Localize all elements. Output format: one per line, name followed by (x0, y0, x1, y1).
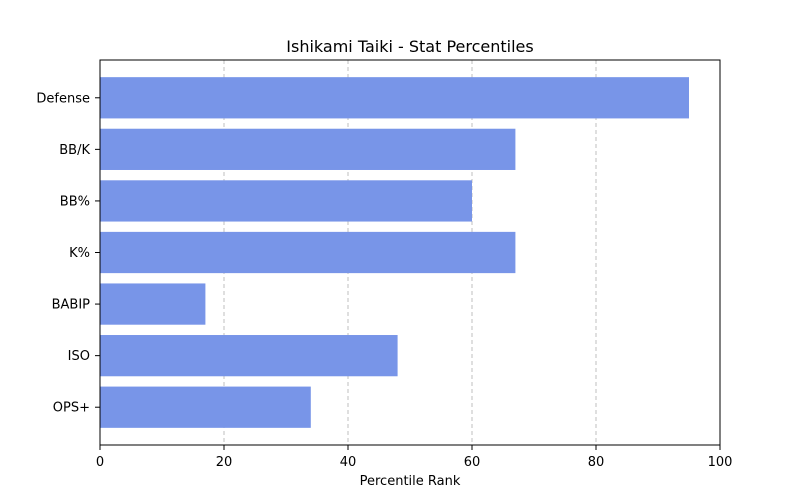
x-axis-ticks: 0 20 40 60 80 100 (96, 445, 733, 470)
bars (100, 77, 689, 428)
x-tick-label-3: 60 (464, 455, 481, 470)
y-tick-label-0: Defense (36, 91, 90, 106)
y-tick-label-3: K% (69, 246, 90, 261)
bar-4 (100, 283, 206, 325)
y-tick-label-5: ISO (68, 349, 90, 364)
x-axis-label: Percentile Rank (360, 474, 461, 489)
bar-0 (100, 77, 689, 119)
x-tick-label-0: 0 (96, 455, 104, 470)
y-tick-label-4: BABIP (52, 298, 91, 313)
bar-1 (100, 128, 516, 170)
y-axis-ticks: Defense BB/K BB% K% BABIP ISO OPS+ (36, 91, 100, 416)
y-tick-label-1: BB/K (59, 143, 90, 158)
x-tick-label-4: 80 (588, 455, 605, 470)
x-tick-label-2: 40 (340, 455, 357, 470)
bar-2 (100, 180, 472, 222)
y-tick-label-6: OPS+ (53, 401, 90, 416)
bar-6 (100, 386, 311, 428)
y-tick-label-2: BB% (60, 194, 90, 209)
chart-title: Ishikami Taiki - Stat Percentiles (286, 37, 533, 56)
x-tick-label-5: 100 (708, 455, 733, 470)
x-tick-label-1: 20 (216, 455, 233, 470)
bar-5 (100, 335, 398, 377)
bar-3 (100, 231, 516, 274)
